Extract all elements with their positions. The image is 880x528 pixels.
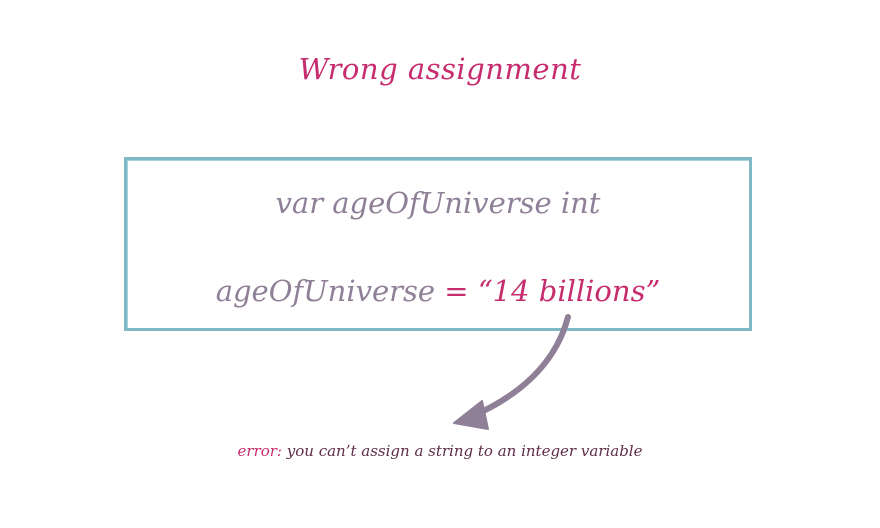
assignment-operator: = xyxy=(444,274,469,308)
diagram-title: Wrong assignment xyxy=(298,52,582,86)
code-line-assignment: ageOfUniverse = “14 billions” xyxy=(127,274,749,308)
assignment-value: “14 billions” xyxy=(477,274,661,308)
error-message-line: error: you can’t assign a string to an i… xyxy=(0,442,880,460)
error-text: you can’t assign a string to an integer … xyxy=(286,442,643,460)
curved-arrow-icon xyxy=(453,314,571,430)
code-line-declaration: var ageOfUniverse int xyxy=(275,186,601,220)
error-label: error: xyxy=(237,442,282,460)
assignment-identifier: ageOfUniverse xyxy=(215,274,436,308)
code-box: var ageOfUniverse int ageOfUniverse = “1… xyxy=(124,157,752,331)
